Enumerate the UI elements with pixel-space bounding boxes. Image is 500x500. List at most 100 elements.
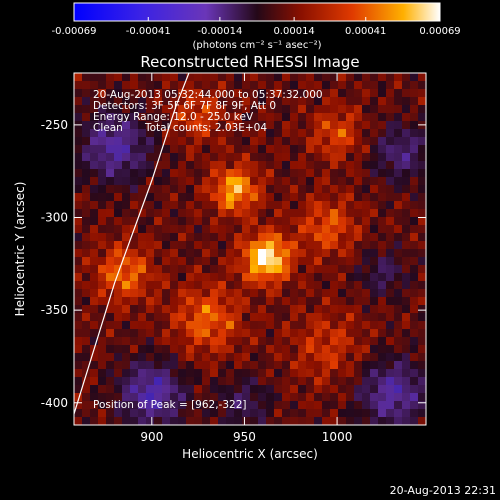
heatmap-cell xyxy=(418,233,426,242)
heatmap-cell xyxy=(402,153,411,162)
heatmap-cell xyxy=(210,321,219,330)
heatmap-cell xyxy=(258,185,267,194)
heatmap-cell xyxy=(194,361,203,370)
heatmap-cell xyxy=(338,209,347,218)
heatmap-cell xyxy=(194,297,203,306)
heatmap-cell xyxy=(114,281,123,290)
heatmap-cell xyxy=(402,161,411,170)
heatmap-cell xyxy=(138,233,147,242)
heatmap-cell xyxy=(298,137,307,146)
heatmap-cell xyxy=(322,377,331,386)
heatmap-cell xyxy=(114,137,123,146)
heatmap-cell xyxy=(402,89,411,98)
heatmap-cell xyxy=(74,217,83,226)
heatmap-cell xyxy=(130,169,139,178)
heatmap-cell xyxy=(322,361,331,370)
heatmap-cell xyxy=(386,73,395,82)
heatmap-cell xyxy=(194,97,203,106)
heatmap-cell xyxy=(138,281,147,290)
heatmap-cell xyxy=(242,193,251,202)
heatmap-cell xyxy=(170,209,179,218)
heatmap-cell xyxy=(378,401,387,410)
heatmap-cell xyxy=(202,369,211,378)
heatmap-cell xyxy=(330,121,339,130)
heatmap-cell xyxy=(114,345,123,354)
heatmap-cell xyxy=(218,209,227,218)
heatmap-cell xyxy=(242,409,251,418)
heatmap-cell xyxy=(194,321,203,330)
heatmap-cell xyxy=(314,353,323,362)
heatmap-cell xyxy=(194,169,203,178)
heatmap-cell xyxy=(234,289,243,298)
heatmap-cell xyxy=(266,145,275,154)
heatmap-cell xyxy=(306,289,315,298)
heatmap-cell xyxy=(242,201,251,210)
heatmap-cell xyxy=(90,81,99,90)
heatmap-cell xyxy=(314,137,323,146)
heatmap-cell xyxy=(234,249,243,258)
heatmap-cell xyxy=(362,169,371,178)
heatmap-cell xyxy=(138,249,147,258)
heatmap-cell xyxy=(178,161,187,170)
heatmap-cell xyxy=(154,337,163,346)
heatmap-cell xyxy=(314,289,323,298)
heatmap-cell xyxy=(322,305,331,314)
heatmap-cell xyxy=(114,185,123,194)
heatmap-cell xyxy=(74,233,83,242)
heatmap-cell xyxy=(378,145,387,154)
heatmap-cell xyxy=(186,201,195,210)
heatmap-cell xyxy=(178,281,187,290)
heatmap-cell xyxy=(154,305,163,314)
heatmap-cell xyxy=(162,321,171,330)
heatmap-cell xyxy=(90,169,99,178)
heatmap-cell xyxy=(330,329,339,338)
heatmap-cell xyxy=(202,193,211,202)
heatmap-cell xyxy=(130,249,139,258)
heatmap-cell xyxy=(370,73,379,82)
heatmap-cell xyxy=(90,113,99,122)
heatmap-cell xyxy=(138,121,147,130)
heatmap-cell xyxy=(154,401,163,410)
heatmap-cell xyxy=(258,193,267,202)
heatmap-cell xyxy=(234,193,243,202)
heatmap-cell xyxy=(394,289,403,298)
heatmap-cell xyxy=(362,257,371,266)
heatmap-cell xyxy=(122,217,131,226)
heatmap-cell xyxy=(386,273,395,282)
heatmap-cell xyxy=(130,241,139,250)
heatmap-cell xyxy=(82,233,91,242)
heatmap-cell xyxy=(194,417,203,425)
heatmap-cell xyxy=(194,337,203,346)
heatmap-cell xyxy=(322,289,331,298)
heatmap-cell xyxy=(154,129,163,138)
heatmap-cell xyxy=(402,97,411,106)
heatmap-cell xyxy=(210,377,219,386)
heatmap-cell xyxy=(202,185,211,194)
heatmap-cell xyxy=(418,401,426,410)
heatmap-cell xyxy=(394,113,403,122)
heatmap-cell xyxy=(266,225,275,234)
colorbar-tick-label: 0.00041 xyxy=(345,26,386,37)
heatmap-cell xyxy=(114,417,123,425)
heatmap-cell xyxy=(258,305,267,314)
heatmap-cell xyxy=(330,153,339,162)
heatmap-cell xyxy=(242,265,251,274)
heatmap-cell xyxy=(258,209,267,218)
heatmap-cell xyxy=(410,241,419,250)
heatmap-cell xyxy=(354,281,363,290)
heatmap-cell xyxy=(154,361,163,370)
heatmap-cell xyxy=(418,393,426,402)
heatmap-cell xyxy=(90,137,99,146)
x-tick-label: 950 xyxy=(233,430,256,444)
heatmap-cell xyxy=(202,241,211,250)
heatmap-cell xyxy=(306,265,315,274)
heatmap-cell xyxy=(274,273,283,282)
heatmap-cell xyxy=(154,145,163,154)
heatmap-cell xyxy=(274,153,283,162)
heatmap-cell xyxy=(258,377,267,386)
heatmap-cell xyxy=(210,257,219,266)
heatmap-cell xyxy=(226,137,235,146)
heatmap-cell xyxy=(314,305,323,314)
heatmap-cell xyxy=(122,273,131,282)
heatmap-cell xyxy=(210,329,219,338)
